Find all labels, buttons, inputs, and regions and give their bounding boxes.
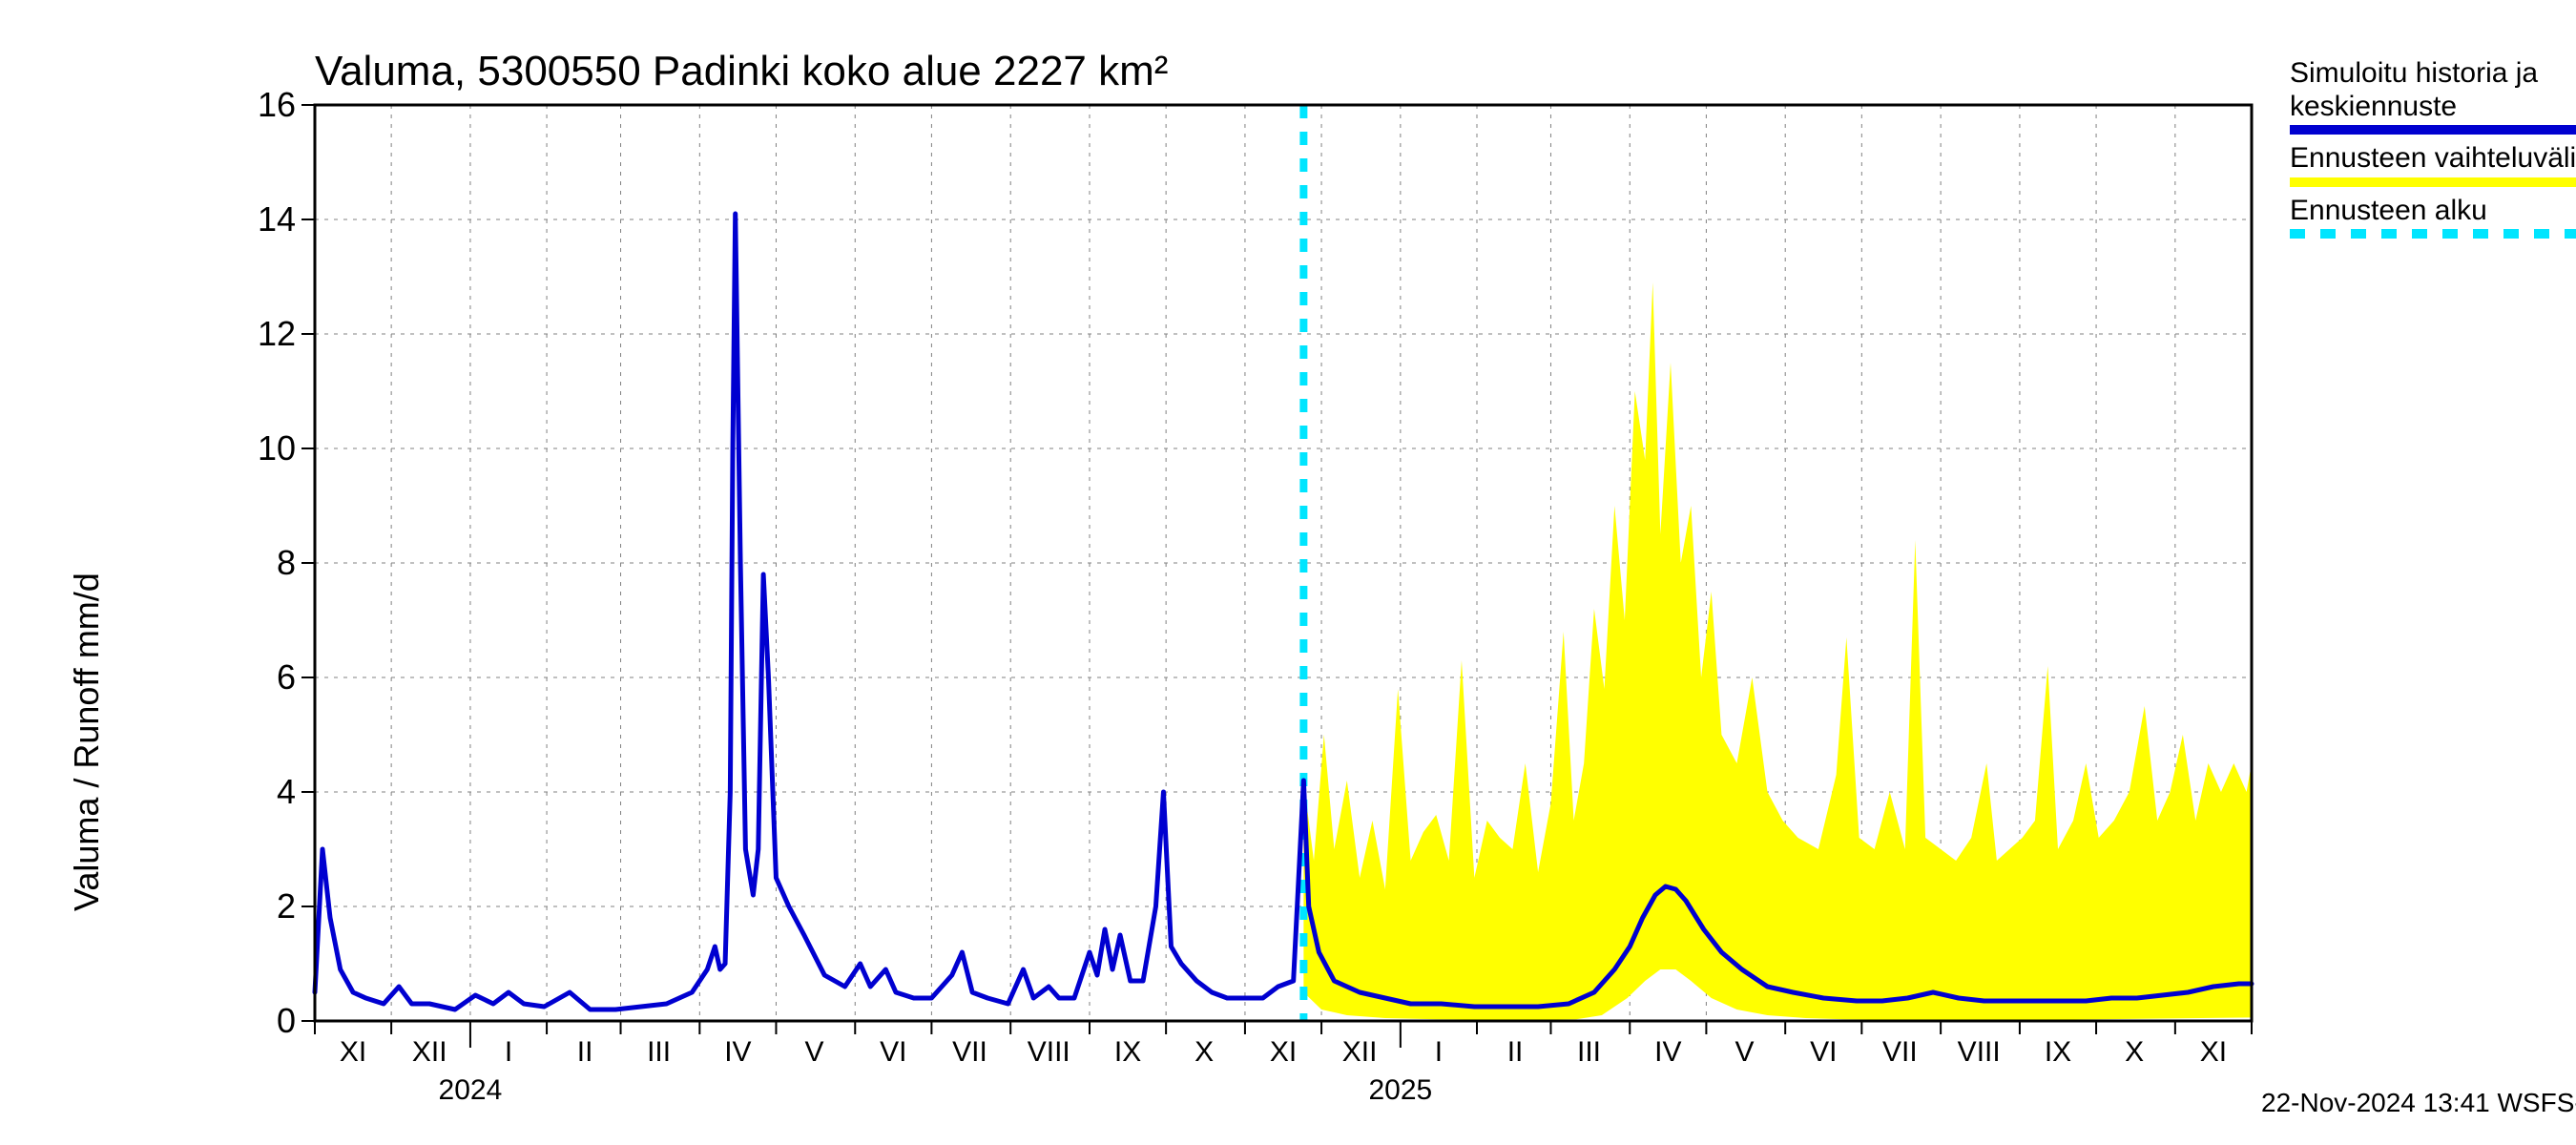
x-month-label: VII xyxy=(1882,1036,1918,1069)
x-month-label: IX xyxy=(2045,1036,2071,1069)
legend-label: keskiennuste xyxy=(2290,91,2576,124)
x-month-label: V xyxy=(1735,1036,1754,1069)
x-month-label: III xyxy=(647,1036,671,1069)
y-tick-label: 14 xyxy=(258,199,296,239)
y-tick-label: 4 xyxy=(277,772,296,812)
legend-label: Simuloitu historia ja xyxy=(2290,57,2576,91)
y-tick-label: 6 xyxy=(277,657,296,697)
x-month-label: IV xyxy=(1654,1036,1681,1069)
x-month-label: VIII xyxy=(1958,1036,2001,1069)
forecast-range-area xyxy=(1303,282,2252,1020)
x-month-label: VII xyxy=(952,1036,987,1069)
y-tick-label: 0 xyxy=(277,1001,296,1041)
x-month-label: X xyxy=(2125,1036,2144,1069)
legend-entry: Ennusteen alku xyxy=(2290,195,2576,239)
y-tick-label: 12 xyxy=(258,314,296,354)
x-month-label: II xyxy=(577,1036,593,1069)
legend-swatch xyxy=(2290,177,2576,187)
legend-swatch xyxy=(2290,125,2576,135)
plot-area xyxy=(315,105,2252,1021)
y-tick-label: 16 xyxy=(258,85,296,125)
legend-entry: Ennusteen vaihteluväli xyxy=(2290,142,2576,187)
footer-timestamp: 22-Nov-2024 13:41 WSFS-O xyxy=(2261,1088,2576,1118)
x-month-label: XI xyxy=(2200,1036,2227,1069)
x-month-label: IX xyxy=(1114,1036,1141,1069)
plot-svg xyxy=(315,105,2252,1021)
x-month-label: I xyxy=(1435,1036,1443,1069)
legend-label: Ennusteen vaihteluväli xyxy=(2290,142,2576,176)
legend: Simuloitu historia jakeskiennuste Ennuste… xyxy=(2290,57,2576,246)
y-tick-label: 2 xyxy=(277,886,296,926)
x-month-label: II xyxy=(1507,1036,1524,1069)
x-month-label: IV xyxy=(724,1036,751,1069)
y-axis-label: Valuma / Runoff mm/d xyxy=(67,572,107,911)
y-tick-label: 10 xyxy=(258,428,296,468)
x-month-label: XI xyxy=(1270,1036,1297,1069)
x-month-label: XI xyxy=(340,1036,366,1069)
x-month-label: III xyxy=(1577,1036,1601,1069)
legend-label: Ennusteen alku xyxy=(2290,195,2576,228)
x-month-label: X xyxy=(1195,1036,1214,1069)
x-month-label: V xyxy=(805,1036,824,1069)
figure: Valuma, 5300550 Padinki koko alue 2227 k… xyxy=(0,0,2576,1145)
legend-entry: Simuloitu historia jakeskiennuste xyxy=(2290,57,2576,135)
chart-title: Valuma, 5300550 Padinki koko alue 2227 k… xyxy=(315,48,1168,95)
x-month-label: I xyxy=(505,1036,512,1069)
legend-swatch xyxy=(2290,229,2576,239)
x-year-label: 2025 xyxy=(1368,1074,1432,1107)
y-tick-label: 8 xyxy=(277,543,296,583)
x-month-label: VI xyxy=(880,1036,906,1069)
x-month-label: VI xyxy=(1810,1036,1837,1069)
x-month-label: VIII xyxy=(1028,1036,1070,1069)
x-month-label: XII xyxy=(412,1036,447,1069)
x-year-label: 2024 xyxy=(439,1074,503,1107)
x-month-label: XII xyxy=(1342,1036,1378,1069)
